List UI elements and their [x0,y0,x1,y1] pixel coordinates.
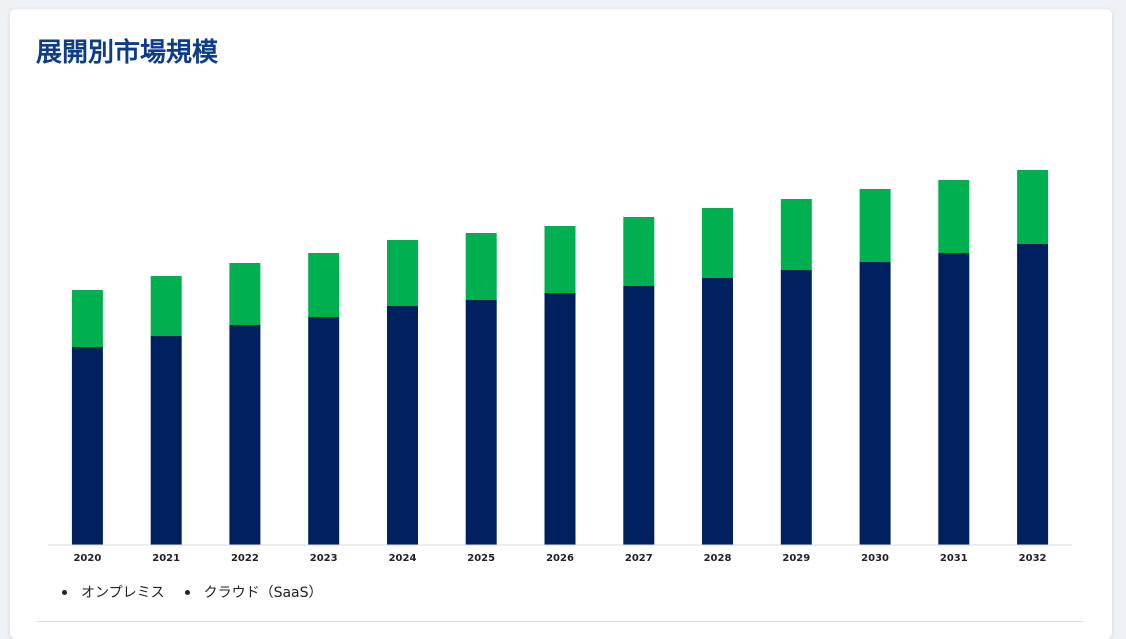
x-axis-ticks: 2020 2021 2022 2023 2024 2025 2026 2027 2028 2029… [73,553,1046,564]
stacked-bar-chart: 2020 2021 2022 2023 2024 2025 2026 2027 2028 2029… [48,170,1072,564]
x-tick-label-2025: 2025 [467,553,495,564]
x-tick-label-2030: 2030 [861,553,889,564]
legend-item-cloud[interactable]: クラウド（SaaS） [184,582,323,602]
bar-segment-onpremise-2026 [544,293,576,545]
bar-segment-cloud-2031 [938,180,970,253]
x-tick-label-2026: 2026 [546,553,574,564]
x-tick-label-2028: 2028 [704,553,732,564]
bar-segment-cloud-2028 [702,208,733,278]
bar-segment-cloud-2022 [229,263,261,325]
legend-item-onpremise[interactable]: オンプレミス [62,582,165,602]
bar-segment-onpremise-2029 [780,270,812,545]
bar-segment-cloud-2020 [71,290,103,347]
divider [36,621,1084,622]
x-tick-label-2021: 2021 [152,553,180,564]
bar-segment-onpremise-2025 [465,300,497,545]
bar-segment-onpremise-2032 [1017,244,1049,545]
bars-group [71,170,1049,545]
legend-label-cloud: クラウド（SaaS） [203,585,323,601]
bar-segment-cloud-2032 [1017,170,1049,244]
bullet-icon [184,589,190,595]
chart-card: 展開別市場規模 2020 2021 2022 2023 2024 2025 2026 2027… [10,9,1112,639]
x-tick-label-2023: 2023 [310,553,338,564]
x-tick-label-2029: 2029 [782,553,810,564]
bar-segment-cloud-2023 [308,253,340,317]
bar-segment-onpremise-2028 [702,278,733,545]
bar-segment-onpremise-2024 [387,306,418,545]
bar-segment-cloud-2025 [465,233,497,300]
bar-segment-onpremise-2030 [859,262,891,545]
legend-label-onpremise: オンプレミス [81,585,165,601]
bar-segment-onpremise-2020 [71,347,103,545]
bar-segment-cloud-2027 [623,217,655,286]
bar-segment-cloud-2026 [544,226,576,293]
x-tick-label-2022: 2022 [231,553,259,564]
bar-segment-onpremise-2023 [308,317,340,545]
x-tick-label-2027: 2027 [625,553,653,564]
bar-segment-cloud-2029 [780,199,812,270]
bar-segment-cloud-2030 [859,189,891,262]
chart-legend: オンプレミス クラウド（SaaS） [62,582,343,602]
bullet-icon [62,589,67,595]
x-tick-label-2020: 2020 [73,553,101,564]
x-tick-label-2024: 2024 [389,553,417,564]
x-tick-label-2031: 2031 [940,553,968,564]
bar-segment-onpremise-2021 [150,336,182,545]
bar-segment-onpremise-2031 [938,253,970,545]
bar-segment-cloud-2024 [387,240,418,306]
bar-segment-cloud-2021 [150,276,182,336]
chart-title: 展開別市場規模 [36,38,219,68]
bar-segment-onpremise-2022 [229,325,261,545]
bar-segment-onpremise-2027 [623,286,655,545]
x-tick-label-2032: 2032 [1019,553,1047,564]
